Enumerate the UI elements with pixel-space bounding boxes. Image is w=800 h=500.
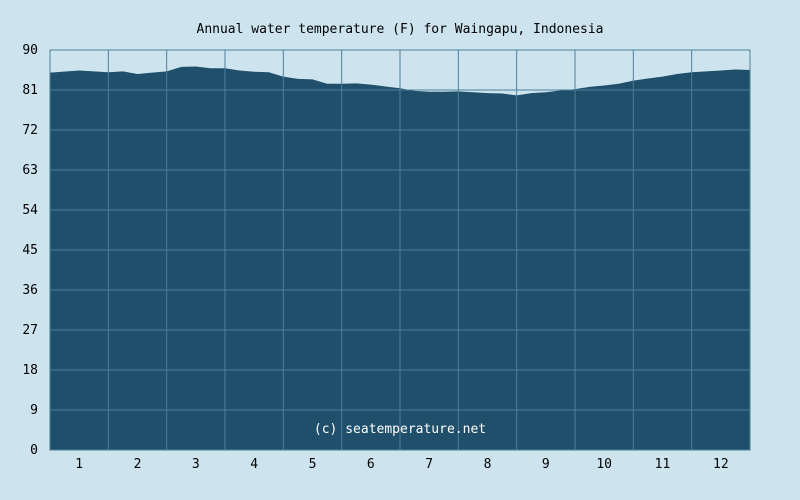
x-tick-label: 3 xyxy=(192,457,200,472)
y-tick-label: 27 xyxy=(22,323,38,338)
y-tick-label: 72 xyxy=(22,123,38,138)
x-tick-label: 10 xyxy=(596,457,612,472)
x-tick-label: 6 xyxy=(367,457,375,472)
x-tick-label: 7 xyxy=(425,457,433,472)
watermark: (c) seatemperature.net xyxy=(314,422,486,437)
x-tick-label: 5 xyxy=(309,457,317,472)
y-tick-label: 90 xyxy=(22,43,38,58)
y-tick-label: 63 xyxy=(22,163,38,178)
y-tick-label: 36 xyxy=(22,283,38,298)
x-tick-label: 2 xyxy=(134,457,142,472)
y-tick-label: 45 xyxy=(22,243,38,258)
y-tick-label: 0 xyxy=(30,443,38,458)
x-tick-label: 1 xyxy=(75,457,83,472)
x-tick-label: 11 xyxy=(655,457,671,472)
chart-title: Annual water temperature (F) for Waingap… xyxy=(197,22,604,37)
x-tick-label: 8 xyxy=(484,457,492,472)
y-axis-ticks: 0 9 18 27 36 45 54 63 72 81 90 xyxy=(22,43,38,458)
y-tick-label: 18 xyxy=(22,363,38,378)
y-tick-label: 81 xyxy=(22,83,38,98)
y-tick-label: 54 xyxy=(22,203,38,218)
x-tick-label: 4 xyxy=(250,457,258,472)
x-tick-label: 12 xyxy=(713,457,729,472)
y-tick-label: 9 xyxy=(30,403,38,418)
x-tick-label: 9 xyxy=(542,457,550,472)
plot-border xyxy=(49,49,751,451)
x-axis-ticks: 1 2 3 4 5 6 7 8 9 10 11 12 xyxy=(75,457,728,472)
